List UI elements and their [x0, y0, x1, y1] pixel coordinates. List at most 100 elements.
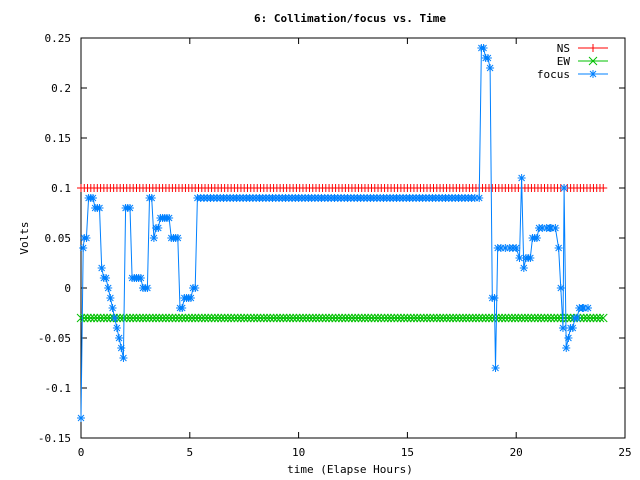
EW-point-stroke	[334, 313, 344, 323]
EW-point	[585, 313, 595, 323]
EW-point-stroke	[438, 313, 448, 323]
focus-point	[104, 284, 113, 292]
EW-point-stroke	[543, 313, 553, 323]
focus-point-stroke	[486, 64, 494, 72]
focus-point-stroke	[77, 414, 85, 422]
EW-point	[484, 313, 494, 323]
EW-point-stroke	[360, 313, 370, 323]
EW-point	[514, 313, 523, 323]
EW-point	[504, 313, 513, 323]
EW-point-stroke	[154, 313, 164, 323]
EW-point-stroke	[347, 313, 357, 323]
EW-point-stroke	[419, 313, 429, 323]
focus-point	[519, 264, 528, 272]
focus-point-stroke	[533, 234, 541, 242]
EW-point	[422, 313, 432, 323]
focus-point-stroke	[98, 264, 106, 272]
EW-point	[154, 313, 164, 323]
EW-point-stroke	[220, 313, 229, 323]
EW-point	[86, 313, 96, 323]
EW-point-stroke	[141, 313, 151, 323]
EW-point-stroke	[432, 313, 442, 323]
focus-point	[110, 314, 119, 322]
focus-point-stroke	[174, 234, 182, 242]
EW-point	[500, 313, 510, 323]
x-tick-label: 10	[292, 446, 305, 459]
EW-point	[419, 313, 429, 323]
focus-point	[491, 364, 500, 372]
EW-point	[549, 313, 559, 323]
EW-point	[448, 313, 458, 323]
EW-point	[92, 313, 102, 323]
EW-point-stroke	[243, 313, 252, 323]
EW-point	[292, 313, 301, 323]
EW-point-stroke	[445, 313, 455, 323]
focus-point-stroke	[555, 244, 562, 252]
EW-point-stroke	[305, 313, 314, 323]
EW-point	[197, 313, 207, 323]
EW-point	[200, 313, 210, 323]
EW-point	[344, 313, 354, 323]
EW-point-stroke	[422, 313, 432, 323]
EW-point	[386, 313, 396, 323]
EW-point-stroke	[311, 313, 321, 323]
EW-point	[337, 313, 347, 323]
EW-point-stroke	[148, 313, 158, 323]
EW-point	[383, 313, 393, 323]
EW-point-stroke	[135, 313, 145, 323]
EW-point	[308, 313, 318, 323]
EW-point	[582, 313, 592, 323]
EW-point	[259, 313, 269, 323]
EW-point-stroke	[373, 313, 383, 323]
EW-point	[249, 313, 259, 323]
EW-point	[334, 313, 344, 323]
x-tick-label: 20	[510, 446, 523, 459]
EW-point	[288, 313, 298, 323]
EW-point	[141, 313, 151, 323]
EW-point-stroke	[559, 313, 569, 323]
EW-point	[540, 313, 549, 323]
EW-point-stroke	[151, 313, 161, 323]
EW-point	[99, 313, 109, 323]
EW-point	[135, 313, 145, 323]
EW-point-stroke	[275, 313, 285, 323]
EW-point	[210, 313, 220, 323]
EW-point	[406, 313, 416, 323]
EW-point	[230, 313, 239, 323]
EW-point-stroke	[337, 313, 347, 323]
EW-point-stroke	[507, 313, 517, 323]
EW-point	[520, 313, 530, 323]
EW-point-stroke	[207, 313, 216, 323]
focus-point-stroke	[89, 194, 97, 202]
EW-point-stroke	[549, 313, 559, 323]
focus-point	[486, 64, 495, 72]
EW-point-stroke	[279, 313, 288, 323]
series-focus	[77, 44, 593, 422]
EW-point	[559, 313, 569, 323]
EW-point	[272, 313, 282, 323]
focus-point-stroke	[96, 204, 103, 212]
focus-point	[88, 194, 97, 202]
EW-point-stroke	[478, 313, 487, 323]
EW-point-stroke	[533, 313, 543, 323]
focus-point-stroke	[526, 254, 534, 262]
EW-point-stroke	[314, 313, 324, 323]
EW-point	[546, 313, 556, 323]
legend-marker-EW-stroke	[588, 56, 598, 66]
focus-point	[108, 304, 117, 312]
series-NS	[77, 184, 608, 192]
EW-point	[106, 313, 115, 323]
EW-point	[327, 313, 337, 323]
EW-point-stroke	[425, 313, 435, 323]
EW-point-stroke	[530, 313, 540, 323]
EW-point	[530, 313, 540, 323]
EW-point-stroke	[566, 313, 575, 323]
EW-point	[190, 313, 200, 323]
EW-point	[148, 313, 158, 323]
EW-point-stroke	[236, 313, 246, 323]
EW-point-stroke	[396, 313, 406, 323]
EW-point-stroke	[546, 313, 556, 323]
EW-point-stroke	[481, 313, 491, 323]
EW-point	[566, 313, 575, 323]
EW-point-stroke	[239, 313, 249, 323]
